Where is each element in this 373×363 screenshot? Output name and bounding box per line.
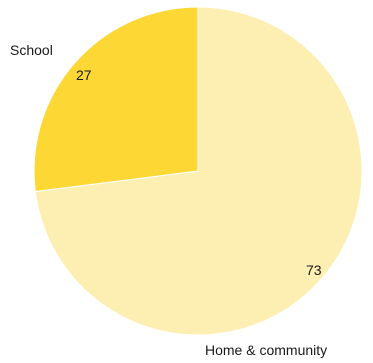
category-label-school: School [10,42,53,58]
value-label-school: 27 [76,67,92,83]
pie-slice-school [33,6,199,193]
category-label-home-community: Home & community [205,342,327,358]
pie-slice-home-community [34,6,363,336]
value-label-home-community: 73 [306,262,322,278]
pie-slices [33,6,363,336]
